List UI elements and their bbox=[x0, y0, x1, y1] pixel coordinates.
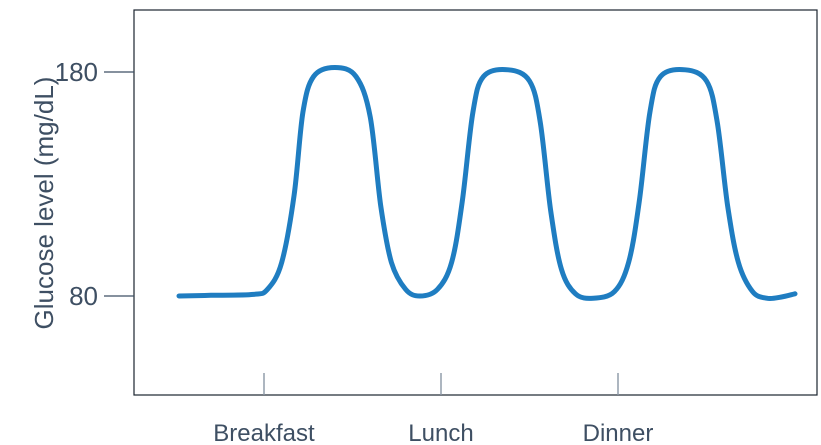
y-tick-label: 180 bbox=[55, 57, 98, 87]
glucose-series-line bbox=[176, 65, 798, 302]
x-axis: Breakfast Lunch Dinner bbox=[213, 373, 653, 445]
y-axis: 180 80 bbox=[55, 57, 134, 311]
series-group bbox=[176, 65, 798, 302]
x-tick-label: Lunch bbox=[408, 420, 473, 445]
x-tick-label: Breakfast bbox=[213, 420, 315, 445]
plot-frame bbox=[133, 9, 818, 396]
y-axis-title: Glucose level (mg/dL) bbox=[29, 77, 59, 330]
x-tick-label: Dinner bbox=[583, 420, 654, 445]
y-tick-label: 80 bbox=[69, 281, 98, 311]
